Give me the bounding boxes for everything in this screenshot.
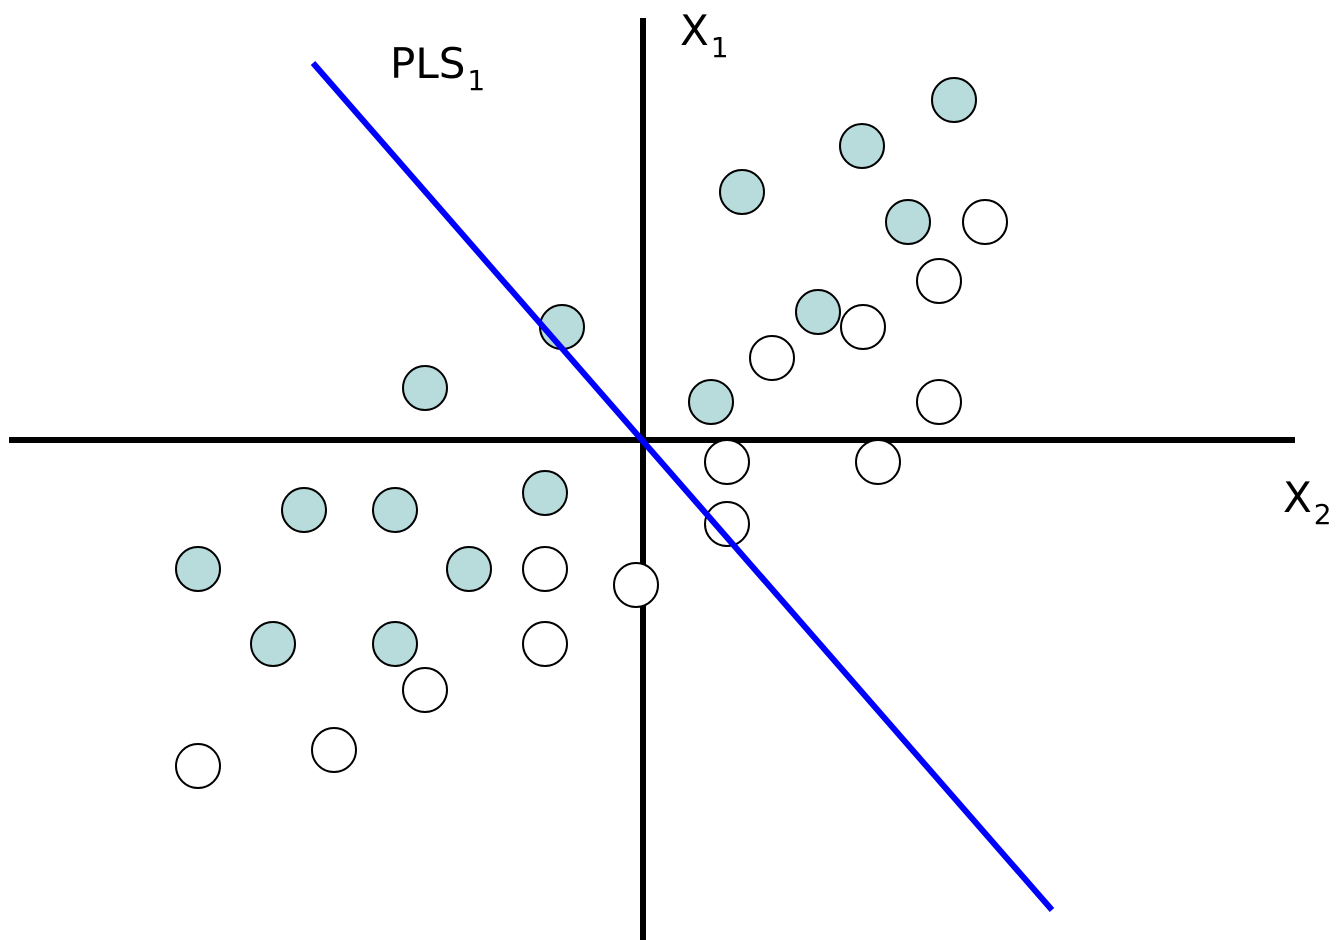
filled-data-point — [402, 365, 448, 411]
x2-axis-label: X2 — [1283, 473, 1332, 531]
filled-data-point — [250, 621, 296, 667]
x1-axis-label: X1 — [680, 6, 729, 64]
empty-data-point — [522, 621, 568, 667]
pls1-direction-line — [310, 61, 1055, 912]
filled-data-point — [839, 123, 885, 169]
empty-data-point — [704, 501, 750, 547]
filled-data-point — [522, 470, 568, 516]
filled-data-point — [795, 289, 841, 335]
filled-data-point — [281, 487, 327, 533]
filled-data-point — [688, 379, 734, 425]
empty-data-point — [311, 727, 357, 773]
filled-data-point — [719, 169, 765, 215]
empty-data-point — [855, 439, 901, 485]
empty-data-point — [749, 335, 795, 381]
empty-data-point — [175, 743, 221, 789]
empty-data-point — [962, 199, 1008, 245]
filled-data-point — [175, 546, 221, 592]
empty-data-point — [613, 562, 659, 608]
empty-data-point — [916, 258, 962, 304]
filled-data-point — [372, 621, 418, 667]
filled-data-point — [372, 487, 418, 533]
empty-data-point — [840, 304, 886, 350]
data-points — [175, 77, 1008, 789]
empty-data-point — [916, 379, 962, 425]
filled-data-point — [931, 77, 977, 123]
empty-data-point — [704, 439, 750, 485]
pls1-label: PLS1 — [390, 39, 485, 97]
filled-data-point — [446, 546, 492, 592]
filled-data-point — [885, 199, 931, 245]
empty-data-point — [522, 546, 568, 592]
empty-data-point — [402, 667, 448, 713]
